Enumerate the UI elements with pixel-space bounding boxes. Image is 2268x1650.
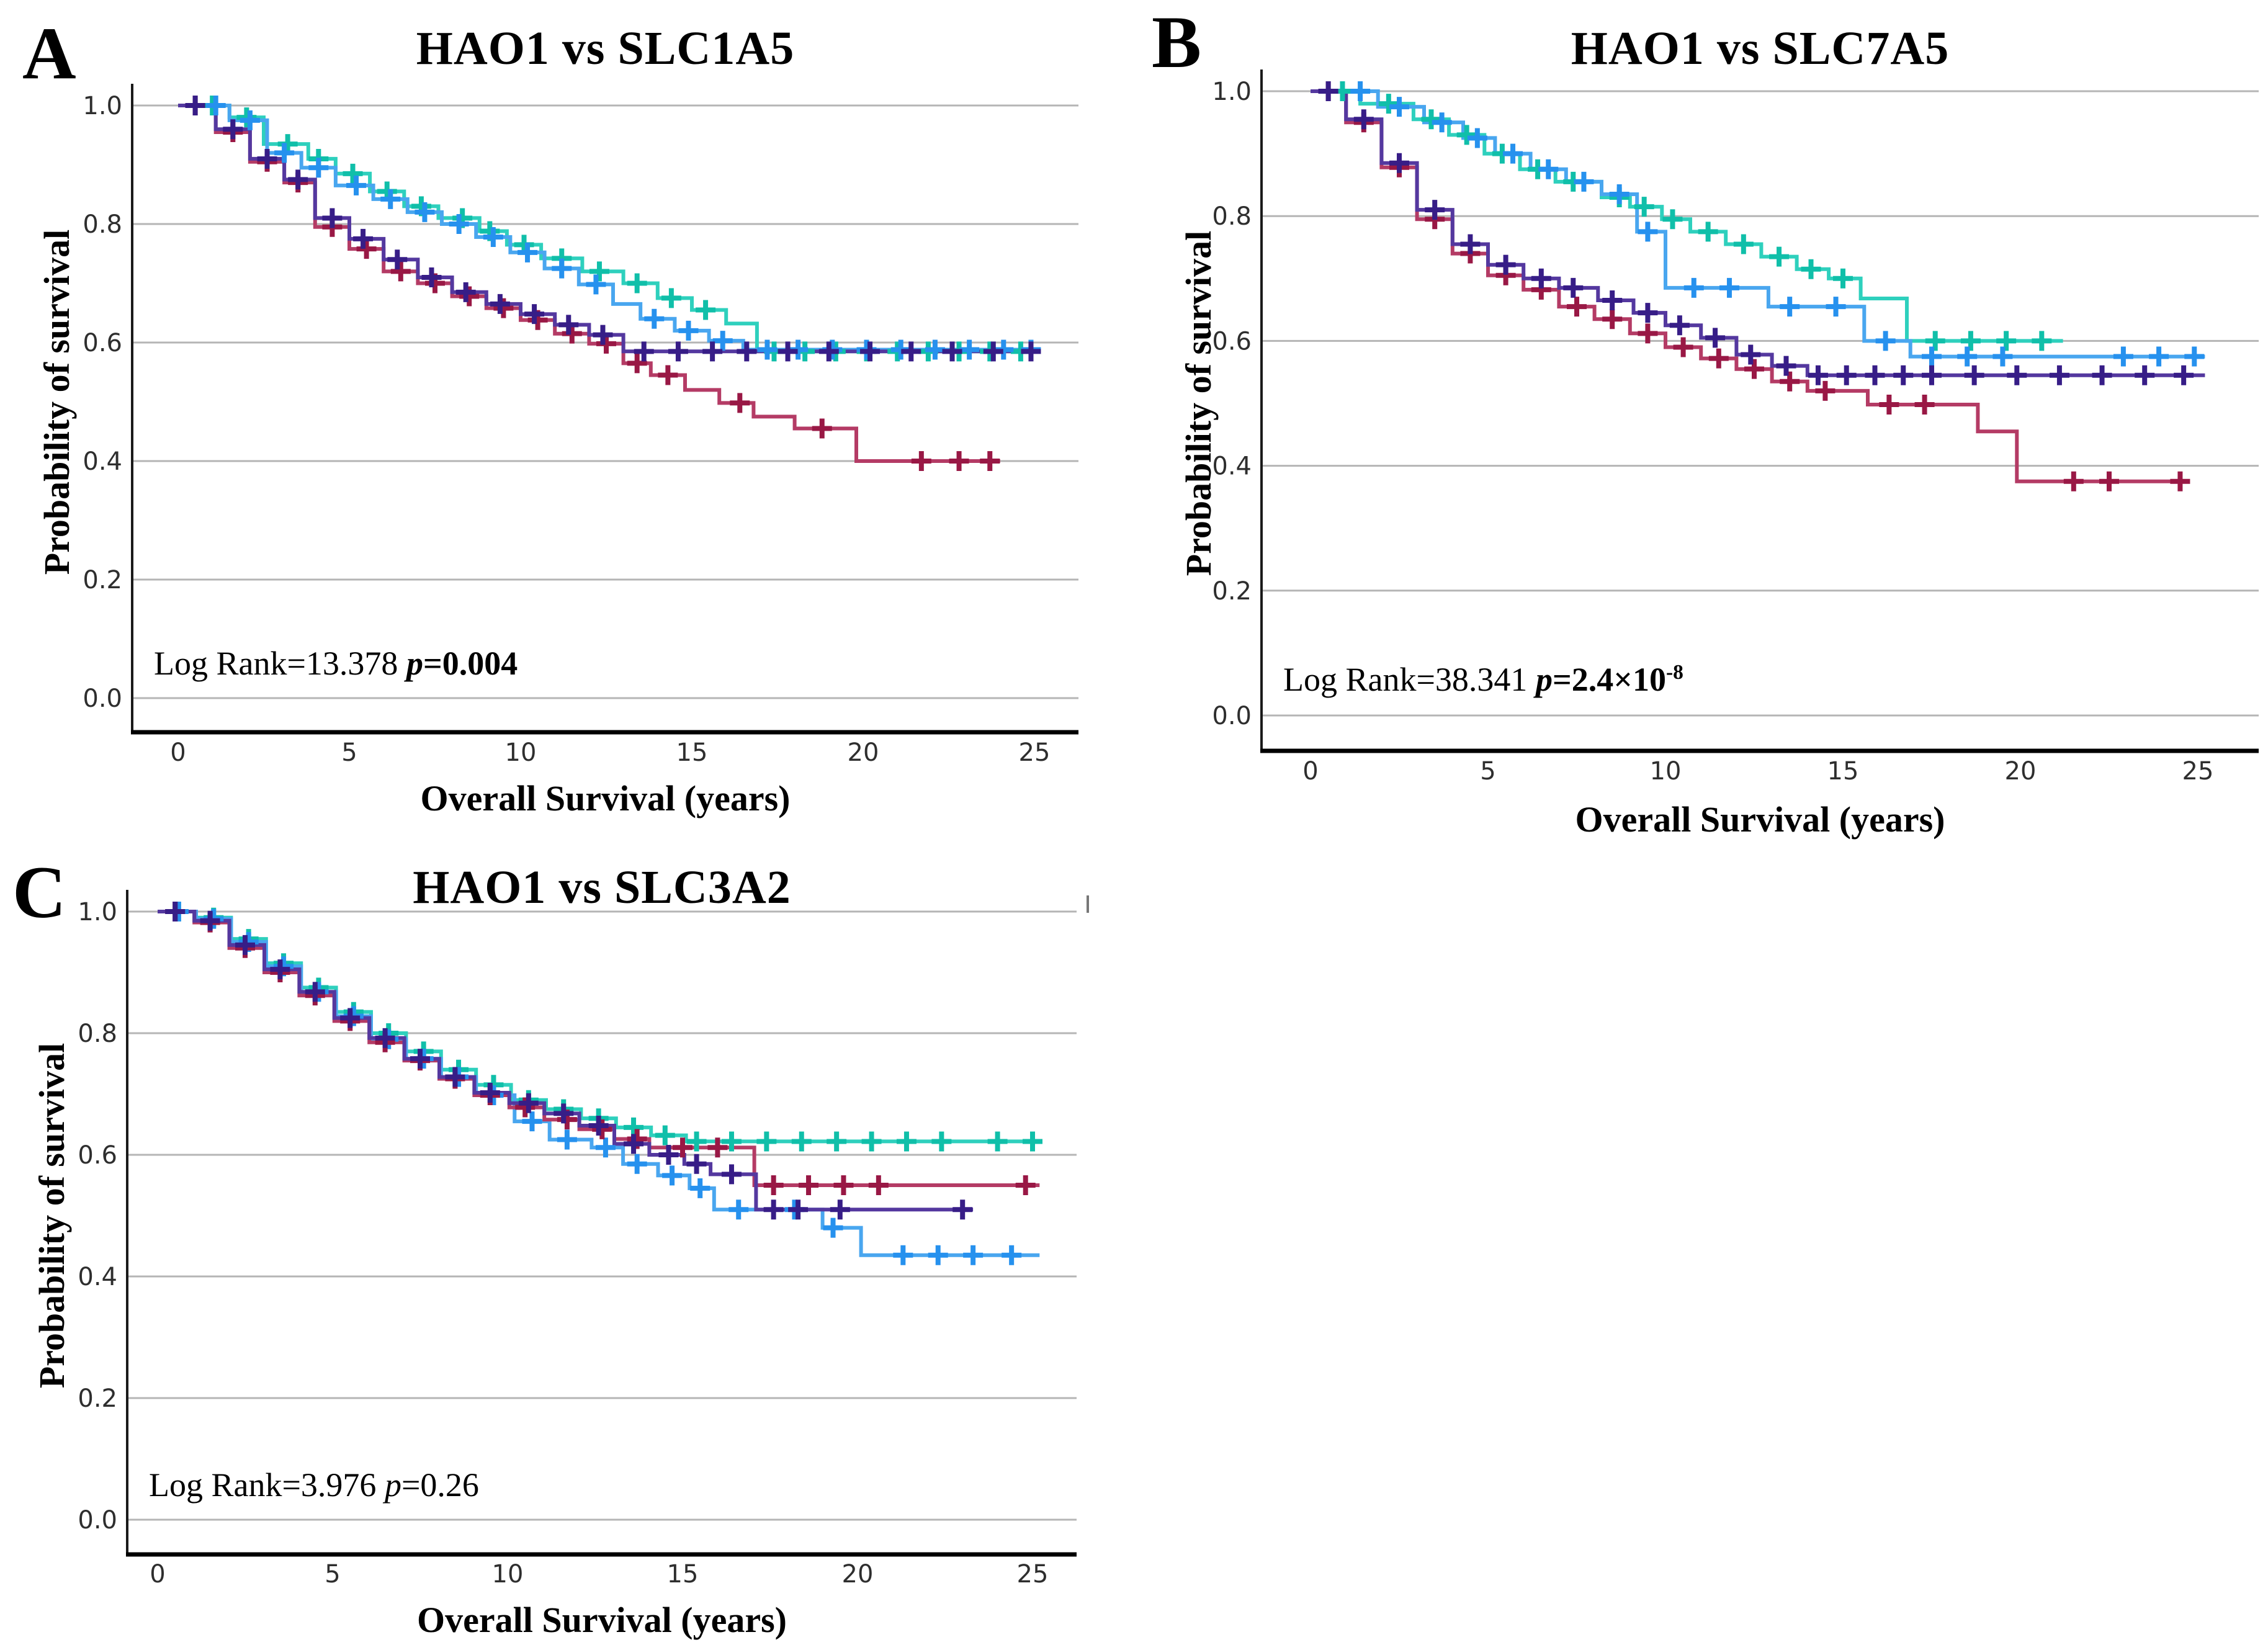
svg-text:0.8: 0.8 [78,1020,117,1048]
y-axis-label-c: Probability of survival [32,1042,72,1389]
svg-text:1.0: 1.0 [1212,78,1252,106]
svg-text:25: 25 [1019,738,1051,767]
stat-value: =2.4×10 [1552,661,1666,698]
svg-text:10: 10 [1650,757,1682,786]
panel-title-c: HAO1 vs SLC3A2 [413,861,791,913]
stat-value: =0.004 [423,645,518,682]
svg-text:15: 15 [667,1560,699,1589]
svg-text:5: 5 [341,738,357,767]
stat-p: p [1535,661,1553,698]
panel-title-b: HAO1 vs SLC7A5 [1571,22,1950,74]
x-axis-label-c: Overall Survival (years) [416,1600,787,1640]
stat-prefix: Log Rank=13.378 [154,645,406,682]
panel-letter-b: B [1152,1,1202,83]
logrank-stat-b: Log Rank=38.341 p=2.4×10-8 [1283,661,1683,698]
svg-text:0: 0 [1302,757,1318,786]
svg-text:5: 5 [325,1560,340,1589]
svg-text:20: 20 [848,738,879,767]
stat-prefix: Log Rank=38.341 [1283,661,1536,698]
svg-text:0.2: 0.2 [78,1384,117,1413]
stat-value: =0.26 [401,1466,479,1504]
svg-text:1.0: 1.0 [78,898,117,926]
stat-sup: -8 [1665,661,1683,684]
stat-prefix: Log Rank=3.976 [149,1466,385,1504]
x-axis-label-b: Overall Survival (years) [1575,799,1945,840]
svg-text:20: 20 [842,1560,874,1589]
logrank-stat-c: Log Rank=3.976 p=0.26 [149,1466,479,1504]
svg-text:0.8: 0.8 [1212,202,1252,231]
svg-text:25: 25 [2182,757,2214,786]
svg-text:0.6: 0.6 [83,329,122,357]
svg-text:0.4: 0.4 [78,1263,117,1291]
panel-letter-c: C [12,851,66,933]
stat-p: p [406,645,423,682]
stray-mark [1087,895,1089,913]
svg-text:0.4: 0.4 [83,447,122,476]
svg-text:0.6: 0.6 [1212,327,1252,356]
svg-text:0.2: 0.2 [1212,577,1252,606]
logrank-stat-a: Log Rank=13.378 p=0.004 [154,645,518,682]
svg-text:0.8: 0.8 [83,210,122,239]
svg-text:0: 0 [150,1560,165,1589]
svg-text:0.6: 0.6 [78,1141,117,1170]
svg-text:10: 10 [492,1560,524,1589]
svg-text:0.0: 0.0 [78,1506,117,1535]
stat-p: p [384,1466,401,1504]
panel-title-a: HAO1 vs SLC1A5 [416,22,795,74]
svg-text:15: 15 [1827,757,1859,786]
svg-text:20: 20 [2005,757,2037,786]
y-axis-label-b: Probability of survival [1178,230,1219,576]
svg-text:5: 5 [1480,757,1495,786]
svg-text:10: 10 [505,738,537,767]
svg-text:0.4: 0.4 [1212,452,1252,481]
svg-text:0.2: 0.2 [83,566,122,594]
y-axis-label-a: Probability of survival [37,229,77,575]
svg-text:1.0: 1.0 [83,92,122,120]
svg-text:0.0: 0.0 [83,684,122,713]
svg-text:25: 25 [1017,1560,1049,1589]
svg-text:0: 0 [170,738,186,767]
x-axis-label-a: Overall Survival (years) [420,778,791,818]
svg-text:15: 15 [676,738,708,767]
svg-text:0.0: 0.0 [1212,702,1252,730]
panel-letter-a: A [22,12,76,94]
